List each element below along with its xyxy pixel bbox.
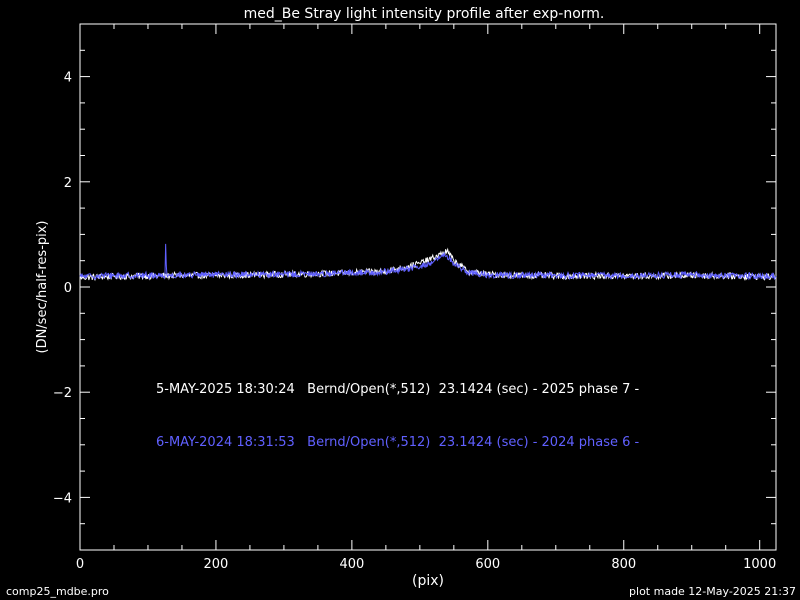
x-tick-label: 800 [611, 557, 636, 572]
y-tick-label: 2 [64, 176, 72, 191]
y-tick-label: −4 [53, 491, 72, 506]
x-tick-label: 600 [475, 557, 500, 572]
x-tick-label: 400 [339, 557, 364, 572]
x-tick-label: 0 [76, 557, 84, 572]
footer-left: comp25_mdbe.pro [6, 585, 109, 598]
y-axis-ticks: −4 −2 0 2 4 [53, 23, 776, 551]
footer-right: plot made 12-May-2025 21:37 [629, 585, 796, 598]
x-axis-label: (pix) [412, 573, 444, 589]
legend-entry-2024: 6-MAY-2024 18:31:53 Bernd/Open(*,512) 23… [156, 435, 640, 450]
y-tick-label: 0 [64, 281, 72, 296]
plot-frame [79, 23, 777, 551]
y-axis-label: (DN/sec/half-res-pix) [35, 220, 50, 353]
series-layer [79, 243, 777, 282]
chart-title: med_Be Stray light intensity profile aft… [244, 6, 605, 22]
series-line-1 [79, 243, 777, 281]
legend-entry-2025: 5-MAY-2025 18:30:24 Bernd/Open(*,512) 23… [156, 382, 640, 397]
x-tick-label: 200 [204, 557, 229, 572]
y-tick-label: −2 [53, 386, 72, 401]
x-tick-label: 1000 [743, 557, 776, 572]
x-axis-ticks: 0 200 400 600 800 1000 [76, 24, 776, 572]
y-tick-label: 4 [64, 71, 72, 86]
